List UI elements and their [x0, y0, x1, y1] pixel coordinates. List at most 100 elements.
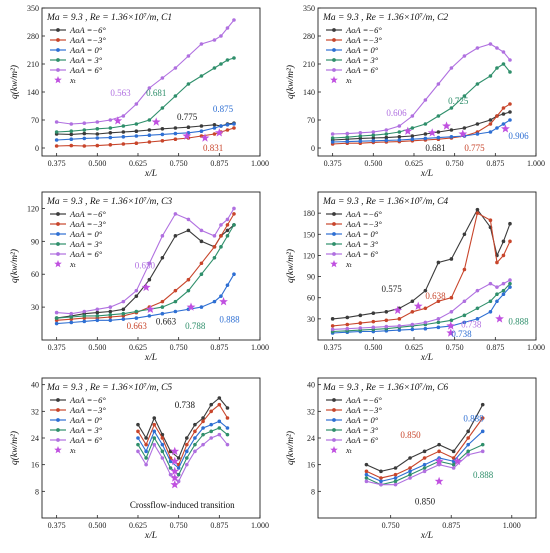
y-tick-label: 0: [311, 144, 315, 153]
data-point: [232, 212, 236, 216]
y-tick-label: 70: [31, 116, 39, 125]
data-point: [449, 66, 454, 70]
data-point: [462, 126, 467, 130]
data-point: [495, 260, 499, 265]
annotation-label: 0.850: [415, 497, 436, 507]
data-point: [147, 261, 152, 266]
data-point: [379, 479, 383, 484]
legend-label: AoA =−6°: [345, 209, 382, 219]
data-point: [69, 122, 74, 126]
data-point: [134, 102, 139, 106]
series-line-s3: [332, 63, 511, 139]
legend-star: [54, 446, 62, 454]
y-tick-label: 280: [27, 32, 39, 41]
data-point: [393, 476, 398, 480]
data-point: [136, 449, 140, 454]
panel-C6: 0.750 0.875 1.000 8 16 24 32 40 x/L q(kw/m²) Ma = …: [285, 377, 537, 541]
data-point: [410, 114, 415, 118]
legend-swatch-dot: [332, 242, 336, 246]
data-point: [436, 317, 441, 321]
data-point: [152, 442, 157, 447]
legend-swatch-dot: [332, 408, 336, 412]
data-point: [160, 234, 165, 238]
data-point: [82, 121, 87, 125]
data-point: [136, 436, 140, 440]
data-point: [173, 234, 178, 238]
data-point: [508, 285, 512, 289]
data-point: [449, 128, 454, 132]
data-point: [501, 288, 506, 293]
data-point: [384, 132, 389, 136]
data-point: [358, 131, 363, 135]
data-point: [108, 309, 113, 314]
data-point: [508, 239, 512, 244]
data-point: [108, 135, 113, 140]
data-point: [508, 102, 512, 106]
data-point: [495, 126, 499, 130]
legend-label: AoA = 0°: [345, 229, 379, 239]
data-point: [173, 94, 178, 98]
data-point: [184, 449, 189, 454]
data-point: [54, 120, 59, 124]
annotation-label: 0.850: [400, 430, 421, 440]
data-point: [144, 462, 148, 467]
x-axis-label: x/L: [144, 169, 157, 179]
y-tick-label: 140: [27, 88, 39, 97]
legend-swatch-dot: [56, 58, 60, 62]
data-point: [436, 135, 441, 140]
data-point: [82, 319, 87, 324]
y-tick-label: 90: [307, 273, 315, 282]
data-point: [449, 310, 454, 314]
panel-C3: 0.375 0.500 0.625 0.750 0.875 1.000 30 60 90 120 x…: [9, 191, 269, 363]
data-point: [108, 318, 113, 323]
data-point: [212, 299, 217, 304]
data-point: [121, 124, 126, 128]
y-tick-label: 30: [31, 303, 39, 312]
data-point: [217, 402, 222, 407]
x-tick-label: 0.875: [486, 343, 504, 352]
legend-label: AoA = 6°: [345, 65, 379, 75]
data-point: [225, 442, 230, 447]
legend-star: [330, 76, 338, 84]
data-point: [69, 132, 74, 137]
data-point: [436, 260, 441, 265]
data-point: [212, 126, 217, 130]
data-point: [345, 326, 350, 331]
panel-C2: 0.375 0.500 0.625 0.750 0.875 1.000 0 70 140 210 2…: [285, 4, 545, 179]
y-axis-label: q(kw/m²): [9, 249, 20, 283]
y-tick-label: 60: [31, 270, 39, 279]
data-point: [451, 456, 456, 460]
y-tick-label: 120: [27, 204, 39, 213]
y-tick-label: 210: [27, 60, 39, 69]
data-point: [371, 139, 376, 143]
data-point: [209, 409, 213, 414]
data-point: [488, 130, 493, 134]
data-point: [69, 143, 74, 148]
data-point: [160, 442, 165, 447]
data-point: [475, 46, 480, 50]
data-point: [108, 143, 113, 147]
plot-frame: [317, 7, 537, 157]
data-point: [501, 62, 506, 66]
y-tick-label: 60: [307, 294, 315, 303]
annotation-label: 0.681: [425, 143, 445, 153]
data-point: [371, 130, 376, 134]
data-point: [330, 317, 335, 321]
data-point: [358, 321, 363, 325]
data-point: [436, 82, 441, 86]
legend-swatch-dot: [332, 398, 336, 402]
x-tick-label: 0.875: [210, 159, 228, 168]
legend-label: AoA = 6°: [345, 435, 379, 445]
legend-swatch-dot: [56, 242, 60, 246]
data-point: [330, 140, 335, 144]
data-point: [173, 137, 178, 141]
x-tick-label: 0.625: [129, 521, 147, 530]
data-point: [384, 318, 389, 323]
data-point: [393, 479, 398, 484]
annotation-label: 0.563: [110, 88, 131, 98]
data-point: [397, 324, 402, 328]
x-tick-label: 1.000: [251, 159, 269, 168]
data-point: [69, 129, 74, 133]
data-point: [152, 429, 157, 434]
data-point: [330, 324, 335, 328]
